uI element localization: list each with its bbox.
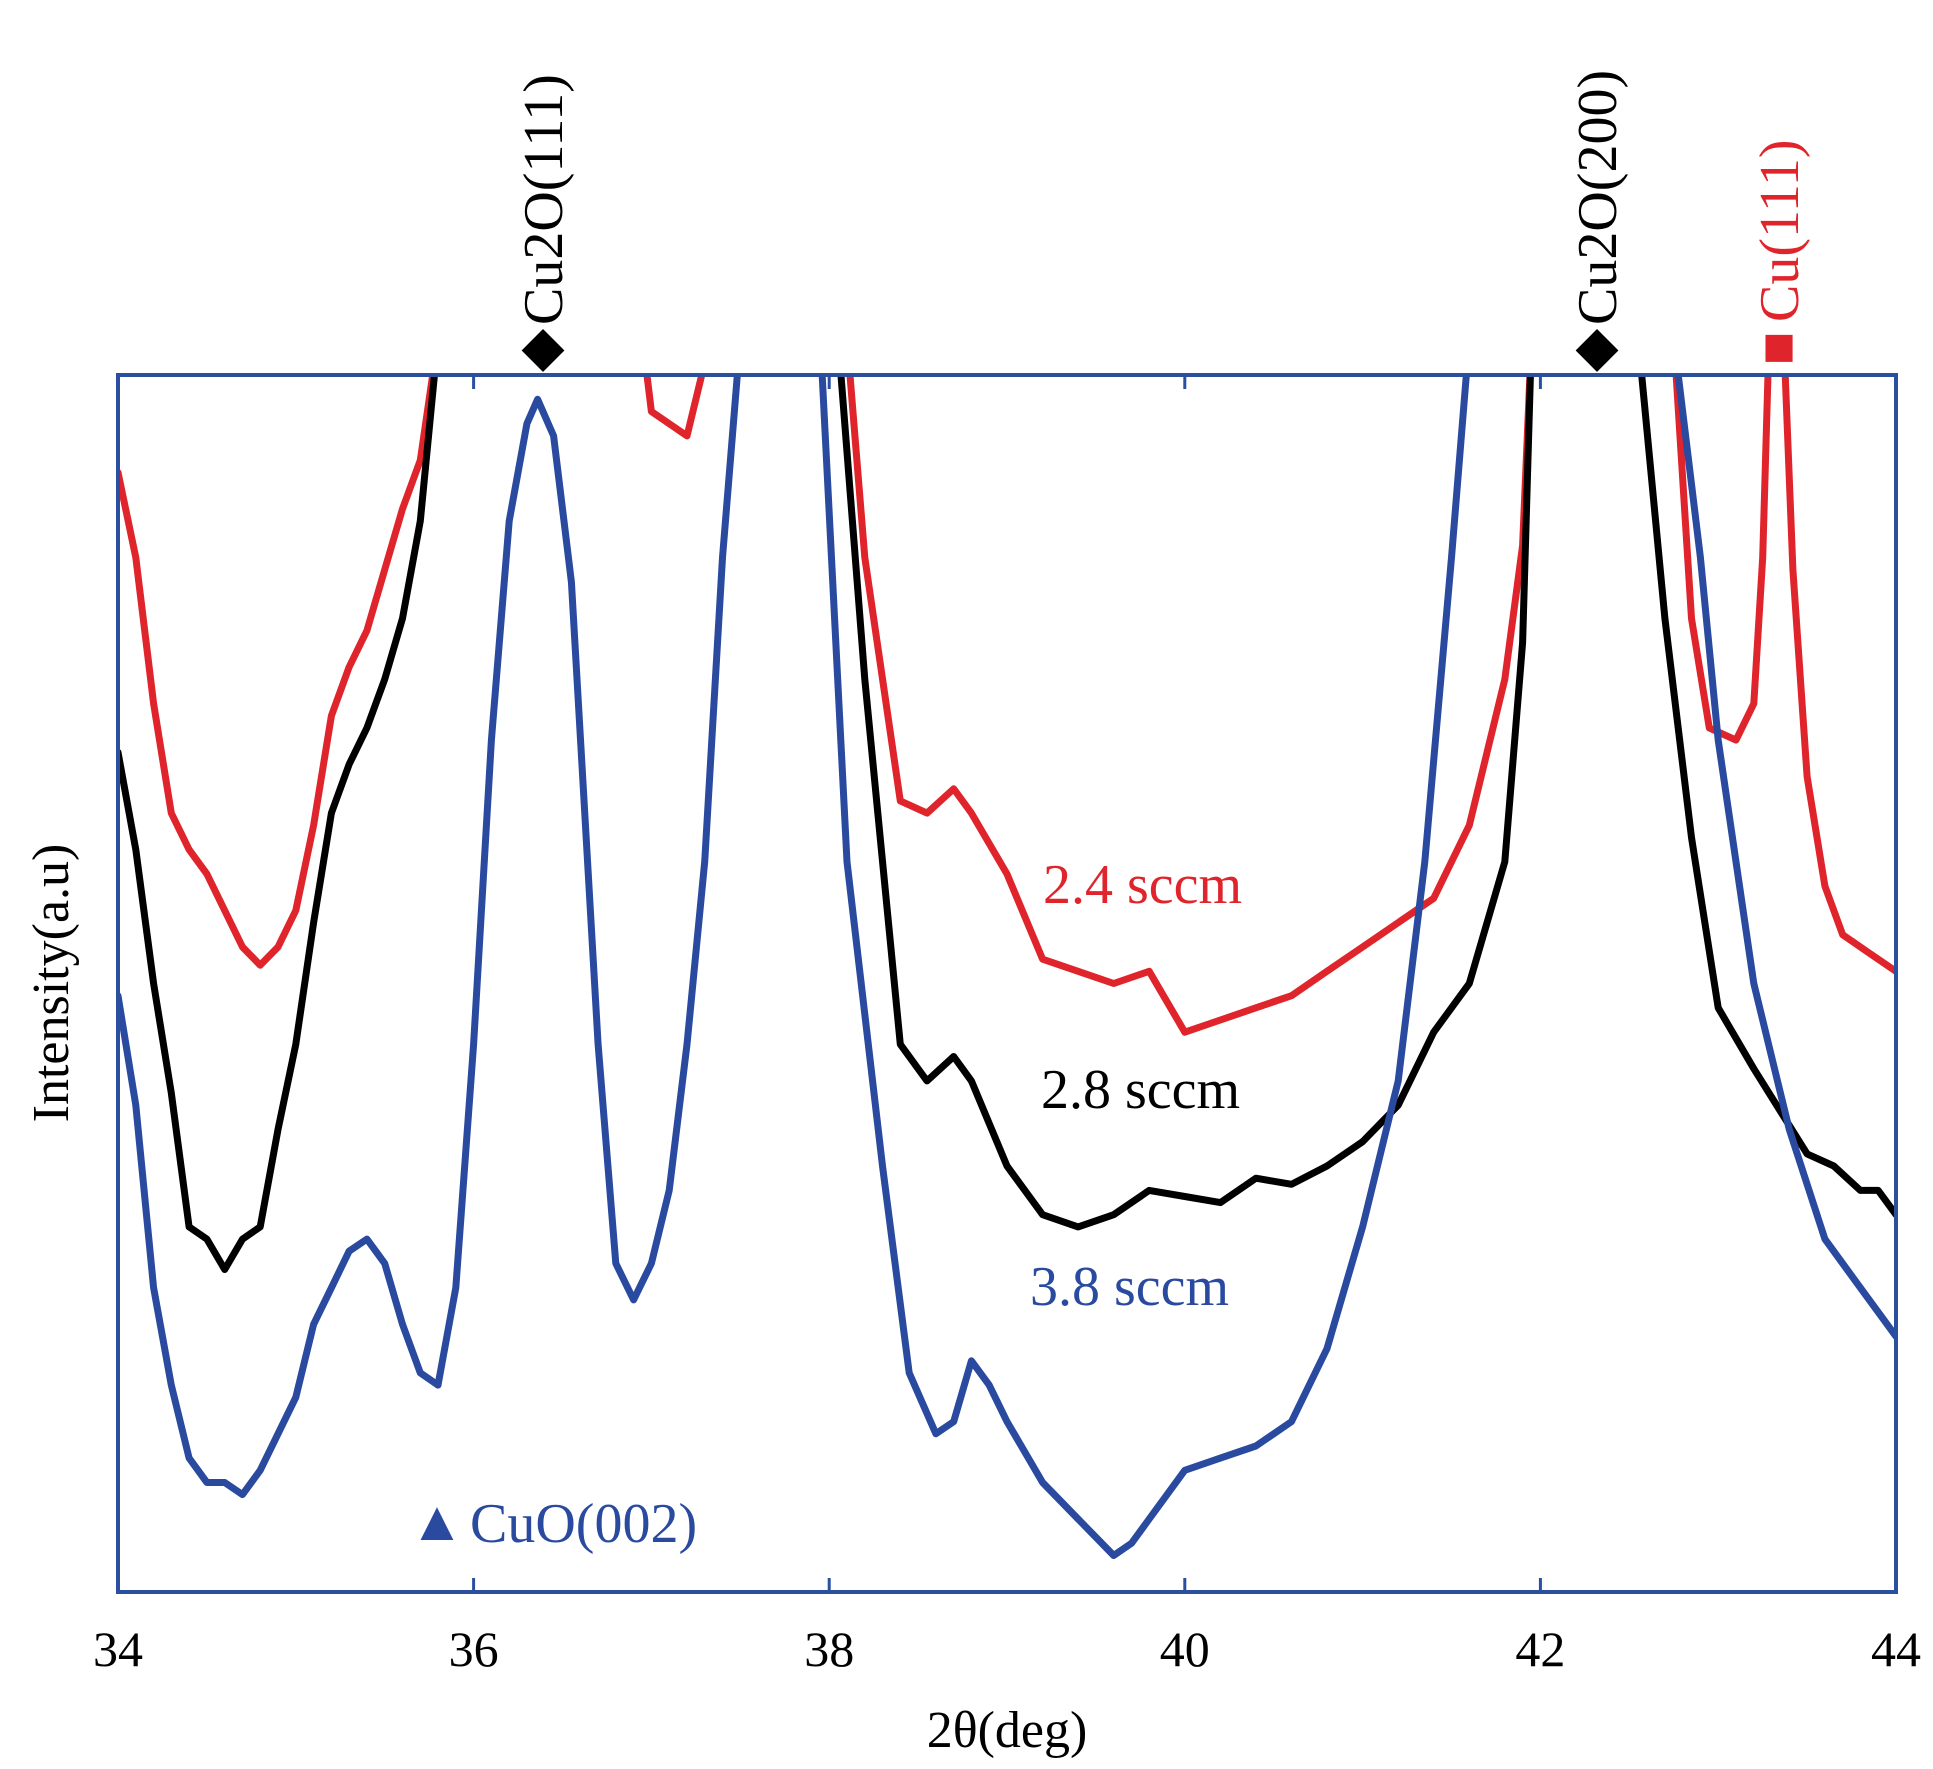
series-label-2-8-sccm: 2.8 sccm <box>1041 1059 1240 1121</box>
x-ticks: 34 36 38 40 42 44 <box>93 375 1921 1677</box>
series-line-3-8-sccm <box>118 339 1896 1556</box>
peak-cu-111: ■ Cu(111) <box>1749 140 1811 379</box>
peak-label-cu-111: Cu(111) <box>1749 140 1811 323</box>
peak-label-cu2o-200: Cu2O(200) <box>1567 70 1629 325</box>
square-marker-icon: ■ <box>1762 316 1796 378</box>
peak-label-cu2o-111: Cu2O(111) <box>513 74 575 325</box>
cuo-002-legend: ▲ CuO(002) <box>409 1491 697 1555</box>
series-line-2-4-sccm <box>118 253 1896 1032</box>
cuo-002-label: CuO(002) <box>470 1493 697 1555</box>
x-tick-label: 40 <box>1160 1621 1210 1677</box>
x-axis-label: 2θ(deg) <box>927 1702 1088 1759</box>
series-group <box>118 253 1896 1555</box>
series-label-3-8-sccm: 3.8 sccm <box>1030 1256 1229 1318</box>
y-axis-label: Intensity(a.u) <box>23 844 80 1123</box>
triangle-marker-icon: ▲ <box>409 1491 464 1553</box>
x-tick-label: 42 <box>1515 1621 1565 1677</box>
series-label-2-4-sccm: 2.4 sccm <box>1043 854 1242 916</box>
x-tick-label: 36 <box>449 1621 499 1677</box>
x-tick-label: 44 <box>1871 1621 1921 1677</box>
peak-cu2o-111: ◆ Cu2O(111) <box>513 74 575 378</box>
series-line-2-8-sccm <box>118 339 1896 1270</box>
x-tick-label: 34 <box>93 1621 143 1677</box>
peak-cu2o-200: ◆ Cu2O(200) <box>1567 70 1629 378</box>
x-tick-label: 38 <box>804 1621 854 1677</box>
